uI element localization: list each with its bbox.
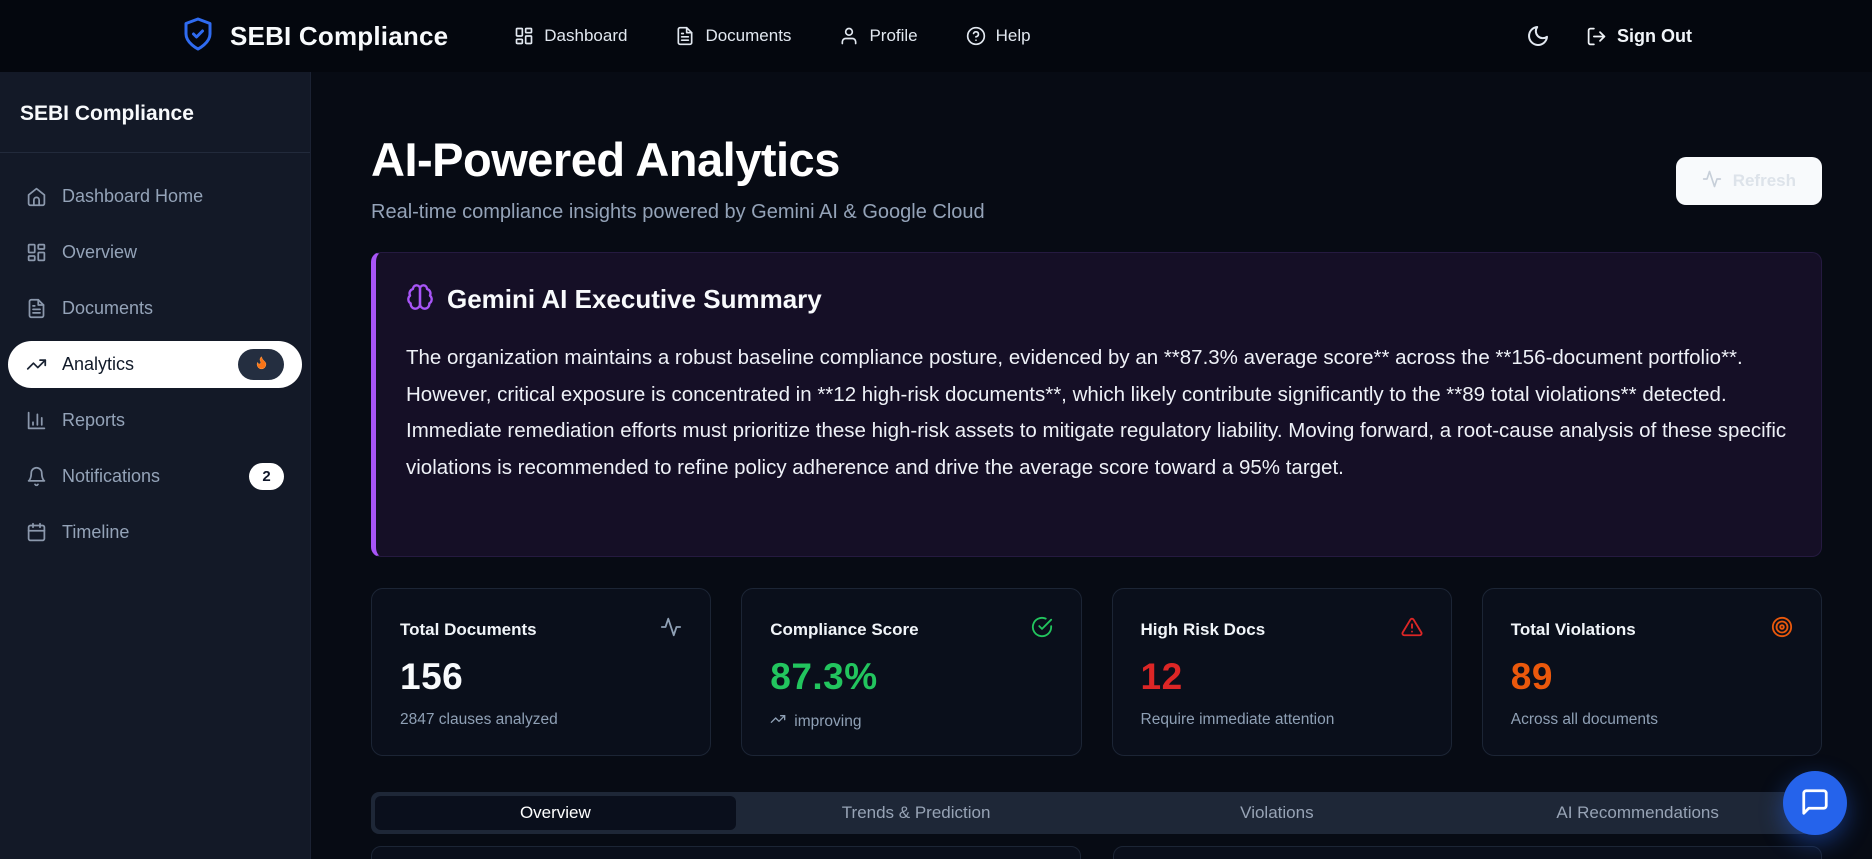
tab-ai-recommendations[interactable]: AI Recommendations xyxy=(1556,803,1719,822)
nav-item-profile[interactable]: Profile xyxy=(839,26,918,46)
sign-out-button[interactable]: Sign Out xyxy=(1586,26,1692,47)
home-icon xyxy=(26,186,47,207)
stat-sub: improving xyxy=(770,711,1052,732)
bar-chart-icon xyxy=(26,410,47,431)
analytics-tabs: Overview Trends & Prediction Violations … xyxy=(371,792,1822,834)
stat-label: Total Documents xyxy=(400,619,537,639)
stats-grid: Total Documents 156 2847 clauses analyze… xyxy=(371,588,1822,756)
sidebar: SEBI Compliance Dashboard Home Overview xyxy=(0,72,311,859)
panel-card xyxy=(371,846,1081,859)
sidebar-item-reports[interactable]: Reports xyxy=(8,397,302,444)
help-circle-icon xyxy=(966,26,986,46)
stat-card-high-risk-docs: High Risk Docs 12 Require immediate atte… xyxy=(1111,588,1452,756)
sidebar-item-label: Timeline xyxy=(62,522,130,542)
target-icon xyxy=(1771,616,1793,643)
sidebar-item-label: Analytics xyxy=(62,354,135,374)
stat-value: 87.3% xyxy=(770,656,878,697)
tab-overview[interactable]: Overview xyxy=(375,796,736,830)
sidebar-item-analytics[interactable]: Analytics xyxy=(8,341,302,388)
stat-card-compliance-score: Compliance Score 87.3% improving xyxy=(741,588,1082,756)
summary-body: The organization maintains a robust base… xyxy=(406,346,1787,479)
sidebar-nav: Dashboard Home Overview Documents xyxy=(0,153,310,576)
stat-card-total-documents: Total Documents 156 2847 clauses analyze… xyxy=(371,588,712,756)
sidebar-item-timeline[interactable]: Timeline xyxy=(8,509,302,556)
sidebar-item-overview[interactable]: Overview xyxy=(8,229,302,276)
trending-up-icon xyxy=(26,354,47,375)
nav-label: Documents xyxy=(705,26,792,45)
page-title: AI-Powered Analytics xyxy=(371,133,840,186)
tab-violations[interactable]: Violations xyxy=(1240,803,1314,822)
stat-sub: Across all documents xyxy=(1510,711,1659,728)
nav-item-documents[interactable]: Documents xyxy=(675,26,791,46)
sidebar-item-dashboard-home[interactable]: Dashboard Home xyxy=(8,173,302,220)
stat-label: Total Violations xyxy=(1510,619,1636,639)
user-icon xyxy=(839,26,859,46)
sidebar-divider xyxy=(0,152,310,153)
stat-label: Compliance Score xyxy=(770,619,919,639)
sidebar-item-label: Reports xyxy=(62,410,126,430)
calendar-icon xyxy=(26,522,47,543)
top-navigation: Dashboard Documents Profile xyxy=(514,26,1031,46)
stat-sub: Require immediate attention xyxy=(1140,711,1335,728)
page-subtitle: Real-time compliance insights powered by… xyxy=(371,201,985,223)
stat-sub: 2847 clauses analyzed xyxy=(400,711,558,728)
shield-check-icon xyxy=(180,16,216,57)
panel-card xyxy=(1112,846,1822,859)
message-square-icon xyxy=(1800,787,1830,820)
log-out-icon xyxy=(1586,26,1607,47)
sidebar-item-documents[interactable]: Documents xyxy=(8,285,302,332)
overview-panel-cards xyxy=(371,846,1822,859)
stat-card-total-violations: Total Violations 89 Across all documents xyxy=(1481,588,1822,756)
sign-out-label: Sign Out xyxy=(1617,25,1692,46)
bell-icon xyxy=(26,466,47,487)
file-text-icon xyxy=(675,26,695,46)
brain-icon xyxy=(406,283,434,316)
sidebar-item-label: Dashboard Home xyxy=(62,186,204,206)
stat-value: 156 xyxy=(400,656,464,697)
nav-label: Profile xyxy=(869,26,918,45)
sidebar-item-notifications[interactable]: Notifications 2 xyxy=(8,453,302,500)
tab-trends-prediction[interactable]: Trends & Prediction xyxy=(841,803,991,822)
refresh-label: Refresh xyxy=(1732,171,1796,190)
check-circle-icon xyxy=(1031,616,1053,643)
theme-toggle-moon-icon[interactable] xyxy=(1526,24,1550,48)
top-navbar: SEBI Compliance Dashboard Documents xyxy=(0,0,1872,72)
stat-value: 12 xyxy=(1140,656,1183,697)
stat-value: 89 xyxy=(1510,656,1553,697)
trending-up-icon xyxy=(770,711,786,732)
brand[interactable]: SEBI Compliance xyxy=(180,16,448,57)
summary-title: Gemini AI Executive Summary xyxy=(447,284,822,314)
nav-label: Help xyxy=(995,26,1031,45)
analytics-hot-badge xyxy=(238,349,284,380)
brand-title: SEBI Compliance xyxy=(230,20,449,51)
activity-icon xyxy=(1702,169,1722,194)
sidebar-item-label: Notifications xyxy=(62,466,161,486)
alert-triangle-icon xyxy=(1401,616,1423,643)
layout-grid-icon xyxy=(26,242,47,263)
sidebar-item-label: Overview xyxy=(62,242,138,262)
refresh-button[interactable]: Refresh xyxy=(1675,157,1822,205)
stat-label: High Risk Docs xyxy=(1140,619,1266,639)
layout-dashboard-icon xyxy=(514,26,534,46)
main-content: AI-Powered Analytics Real-time complianc… xyxy=(311,72,1872,859)
nav-label: Dashboard xyxy=(544,26,628,45)
gemini-summary-card: Gemini AI Executive Summary The organiza… xyxy=(371,252,1822,557)
nav-item-help[interactable]: Help xyxy=(966,26,1031,46)
page-header: AI-Powered Analytics Real-time complianc… xyxy=(371,132,1822,224)
nav-item-dashboard[interactable]: Dashboard xyxy=(514,26,627,46)
fire-icon xyxy=(254,354,269,375)
activity-icon xyxy=(660,616,682,643)
chat-fab-button[interactable] xyxy=(1783,771,1847,835)
file-text-icon xyxy=(26,298,47,319)
sidebar-item-label: Documents xyxy=(62,298,154,318)
sidebar-title: SEBI Compliance xyxy=(20,102,194,125)
notifications-count-badge: 2 xyxy=(249,463,284,490)
